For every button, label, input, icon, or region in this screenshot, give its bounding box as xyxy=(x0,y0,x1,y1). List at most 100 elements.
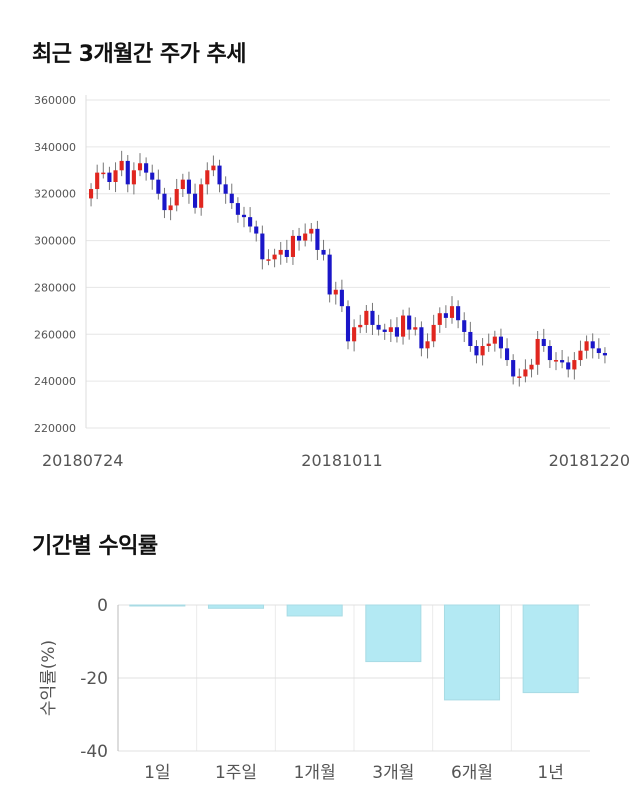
candle xyxy=(413,327,418,330)
candle xyxy=(144,163,149,173)
return-bar xyxy=(207,604,265,609)
candle xyxy=(511,360,516,377)
candle xyxy=(492,336,497,344)
y-tick-label: 300000 xyxy=(34,235,76,248)
candle xyxy=(535,338,540,365)
candle xyxy=(162,193,167,211)
candle xyxy=(131,170,136,185)
candle xyxy=(309,228,314,234)
y-tick-label: 320000 xyxy=(34,188,76,201)
candle xyxy=(486,343,491,346)
candle xyxy=(321,249,326,255)
y-tick-label: 340000 xyxy=(34,141,76,154)
candle xyxy=(211,165,216,171)
return-bar xyxy=(286,604,343,617)
candle xyxy=(517,376,522,378)
candle xyxy=(303,233,308,241)
candle xyxy=(352,327,357,342)
x-tick-label: 6개월 xyxy=(451,763,493,783)
candle xyxy=(186,179,191,194)
stock-chart-title: 최근 3개월간 주가 추세 xyxy=(32,42,246,67)
candle xyxy=(174,189,179,206)
candle xyxy=(523,369,528,377)
candle xyxy=(382,329,387,332)
candle xyxy=(572,360,577,370)
x-tick-label: 1년 xyxy=(537,763,563,783)
candle xyxy=(180,179,185,190)
candle xyxy=(468,331,473,346)
candle xyxy=(419,327,424,349)
x-tick-label: 3개월 xyxy=(372,763,414,783)
candle xyxy=(376,324,381,330)
candle xyxy=(339,289,344,307)
return-bar xyxy=(129,604,186,607)
candle xyxy=(553,360,559,362)
candle xyxy=(229,193,234,204)
candle xyxy=(474,346,479,356)
candle xyxy=(266,259,271,261)
x-tick-label: 20181220 xyxy=(549,451,630,470)
candle xyxy=(327,254,332,295)
returns-chart-title: 기간별 수익률 xyxy=(32,534,158,559)
candle xyxy=(498,336,503,349)
candle xyxy=(235,203,240,215)
y-tick-label: -40 xyxy=(80,742,108,762)
return-bar xyxy=(365,604,422,663)
candle xyxy=(443,313,448,318)
candle xyxy=(107,172,112,182)
candle xyxy=(223,184,228,194)
candle xyxy=(95,172,100,190)
candle xyxy=(193,193,198,208)
candle xyxy=(113,170,118,182)
candle xyxy=(137,163,143,171)
candle xyxy=(370,310,375,325)
x-tick-label: 1주일 xyxy=(215,763,257,783)
candle xyxy=(425,341,430,349)
y-tick-label: 240000 xyxy=(34,375,76,388)
candle xyxy=(254,226,259,234)
candle xyxy=(217,165,222,185)
x-tick-label: 20180724 xyxy=(42,451,123,470)
candle xyxy=(272,254,277,260)
candle xyxy=(462,320,467,332)
candle xyxy=(205,170,210,185)
stock-price-chart: 220000 240000 260000 280000 300000 320000 3400… xyxy=(34,94,630,470)
candle xyxy=(480,346,485,356)
candle xyxy=(89,189,94,199)
candle xyxy=(547,346,552,361)
candle xyxy=(199,184,204,208)
candle xyxy=(394,327,399,337)
candle xyxy=(602,353,607,356)
candle xyxy=(449,306,455,318)
candle xyxy=(260,233,265,260)
candle xyxy=(541,338,546,346)
candle xyxy=(241,214,247,218)
y-tick-label: 260000 xyxy=(34,328,76,341)
candle xyxy=(456,306,461,321)
candle xyxy=(297,235,302,241)
return-bar xyxy=(522,604,579,694)
candle xyxy=(401,315,406,337)
y-tick-label: 280000 xyxy=(34,281,76,294)
candle xyxy=(150,172,155,180)
candle xyxy=(560,360,565,363)
candle xyxy=(278,249,283,255)
candle xyxy=(505,348,510,361)
candle xyxy=(284,249,289,257)
candle xyxy=(596,348,601,354)
return-bar xyxy=(443,604,501,701)
candle xyxy=(345,306,351,342)
x-tick-label: 1일 xyxy=(144,763,170,783)
candle xyxy=(566,362,571,370)
candle xyxy=(584,341,589,351)
candle xyxy=(431,324,436,342)
candle xyxy=(590,341,595,349)
y-tick-label: 0 xyxy=(97,596,108,616)
y-tick-label: -20 xyxy=(80,669,108,689)
candle xyxy=(529,364,534,370)
x-tick-label: 20181011 xyxy=(301,451,382,470)
candle xyxy=(290,235,295,257)
candle xyxy=(358,324,363,328)
candle xyxy=(388,327,393,332)
